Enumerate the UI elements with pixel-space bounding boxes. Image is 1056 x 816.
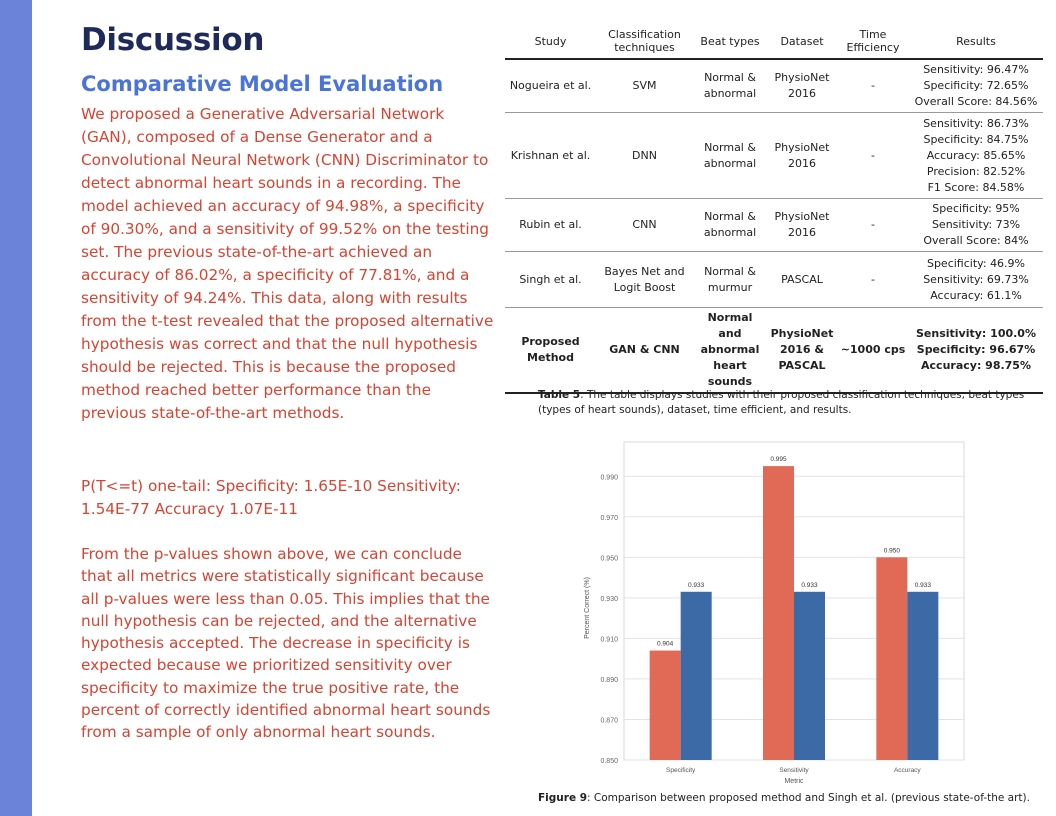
- table-row-proposed: Proposed Method GAN & CNN Normal and abn…: [505, 307, 1043, 394]
- cell-study: Krishnan et al.: [505, 112, 596, 199]
- chart-bar: [907, 591, 939, 760]
- header-results: Results: [909, 24, 1043, 60]
- bar-data-label: 0.950: [884, 547, 901, 554]
- header-technique: Classification techniques: [596, 24, 693, 60]
- cell-results: Specificity: 95% Sensitivity: 73% Overal…: [909, 198, 1043, 252]
- figure-caption-text: : Comparison between proposed method and…: [587, 792, 1030, 804]
- cell-dataset: PhysioNet 2016: [767, 59, 837, 113]
- result-line: Sensitivity: 96.47%: [923, 63, 1029, 76]
- bar-data-label: 0.904: [657, 641, 674, 648]
- bar-data-label: 0.933: [801, 582, 818, 589]
- cell-results: Sensitivity: 86.73% Specificity: 84.75% …: [909, 112, 1043, 199]
- result-line: Sensitivity: 100.0%: [916, 327, 1036, 340]
- result-line: Overall Score: 84%: [923, 234, 1029, 247]
- cell-technique: CNN: [596, 198, 693, 252]
- result-line: Specificity: 95%: [932, 202, 1020, 215]
- cell-technique: SVM: [596, 59, 693, 113]
- cell-time: -: [837, 59, 909, 113]
- result-line: Accuracy: 61.1%: [930, 288, 1022, 302]
- cell-technique: GAN & CNN: [596, 307, 693, 394]
- table-row: Krishnan et al. DNN Normal & abnormal Ph…: [505, 112, 1043, 199]
- y-tick-label: 0.930: [600, 596, 618, 603]
- result-line: Specificity: 84.75%: [923, 132, 1029, 146]
- chart-bar: [876, 557, 908, 760]
- cell-results: Sensitivity: 96.47% Specificity: 72.65% …: [909, 59, 1043, 113]
- chart-bar: [649, 650, 681, 760]
- cell-dataset: PhysioNet 2016 & PASCAL: [767, 307, 837, 394]
- chart-bar: [680, 591, 712, 760]
- result-line: Sensitivity: 86.73%: [923, 116, 1029, 130]
- cell-dataset: PASCAL: [767, 251, 837, 308]
- result-line: Sensitivity: 73%: [931, 218, 1021, 231]
- table-caption-label: Table 5: [538, 389, 581, 401]
- cell-beats: Normal & abnormal: [693, 59, 767, 113]
- x-axis-label: Metric: [784, 778, 804, 785]
- cell-beats: Normal and abnormal heart sounds: [693, 307, 767, 394]
- cell-results: Specificity: 46.9% Sensitivity: 69.73% A…: [909, 251, 1043, 308]
- bar-data-label: 0.995: [770, 456, 787, 463]
- header-time-efficiency: Time Efficiency: [837, 24, 909, 60]
- result-line: Specificity: 72.65%: [923, 79, 1029, 92]
- cell-study: Nogueira et al.: [505, 59, 596, 113]
- cell-time: -: [837, 251, 909, 308]
- cell-results: Sensitivity: 100.0% Specificity: 96.67% …: [909, 307, 1043, 394]
- chart-bar: [794, 591, 825, 760]
- x-tick-label: Specificity: [666, 767, 696, 774]
- table-row: Singh et al. Bayes Net and Logit Boost N…: [505, 251, 1043, 308]
- y-tick-label: 0.910: [600, 636, 618, 643]
- cell-study: Rubin et al.: [505, 198, 596, 252]
- result-line: Precision: 82.52%: [926, 164, 1026, 178]
- cell-beats: Normal & abnormal: [693, 198, 767, 252]
- cell-beats: Normal & abnormal: [693, 112, 767, 199]
- pvalue-paragraph: P(T<=t) one-tail: Specificity: 1.65E-10 …: [81, 477, 461, 518]
- header-beat-types: Beat types: [693, 24, 767, 60]
- cell-time: -: [837, 112, 909, 199]
- comparison-bar-chart: 0.850 0.870 0.890 0.910 0.930 0.950 0.970 0.990…: [584, 441, 965, 785]
- cell-dataset: PhysioNet 2016: [767, 198, 837, 252]
- cell-time: ~1000 cps: [837, 307, 909, 394]
- x-tick-label: Accuracy: [894, 767, 921, 774]
- bar-data-label: 0.933: [688, 582, 705, 589]
- y-tick-label: 0.850: [600, 758, 618, 765]
- discussion-paragraph-1: We proposed a Generative Adversarial Net…: [81, 105, 494, 422]
- table-caption: Table 5: The table displays studies with…: [538, 388, 1038, 418]
- y-tick-label: 0.990: [600, 474, 618, 481]
- figure-caption: Figure 9: Comparison between proposed me…: [538, 791, 1048, 806]
- y-tick-label: 0.870: [600, 717, 618, 724]
- page-title: Discussion: [81, 22, 265, 58]
- table-row: Nogueira et al. SVM Normal & abnormal Ph…: [505, 59, 1043, 113]
- figure-caption-label: Figure 9: [538, 792, 588, 804]
- result-line: Accuracy: 85.65%: [926, 148, 1026, 162]
- bar-data-label: 0.933: [915, 582, 932, 589]
- chart-bar: [763, 466, 794, 760]
- table-row: Rubin et al. CNN Normal & abnormal Physi…: [505, 198, 1043, 252]
- header-study: Study: [505, 24, 596, 60]
- table-caption-text: : The table displays studies with their …: [538, 389, 1025, 416]
- cell-beats: Normal & murmur: [693, 251, 767, 308]
- section-subtitle: Comparative Model Evaluation: [81, 72, 444, 96]
- x-tick-label: Sensitivity: [779, 767, 809, 774]
- y-tick-label: 0.890: [600, 677, 618, 684]
- cell-study: Singh et al.: [505, 251, 596, 308]
- cell-time: -: [837, 198, 909, 252]
- result-line: Sensitivity: 69.73%: [923, 272, 1029, 286]
- result-line: Overall Score: 84.56%: [914, 95, 1038, 108]
- cell-study: Proposed Method: [505, 307, 596, 394]
- y-tick-label: 0.950: [600, 555, 618, 562]
- result-line: F1 Score: 84.58%: [927, 180, 1025, 194]
- cell-dataset: PhysioNet 2016: [767, 112, 837, 199]
- header-dataset: Dataset: [767, 24, 837, 60]
- y-axis-label: Percent Correct (%): [584, 577, 591, 639]
- result-line: Accuracy: 98.75%: [921, 359, 1031, 372]
- result-line: Specificity: 96.67%: [916, 343, 1036, 356]
- table-header-row: Study Classification techniques Beat typ…: [505, 24, 1043, 60]
- y-tick-label: 0.970: [600, 515, 618, 522]
- cell-technique: Bayes Net and Logit Boost: [596, 251, 693, 308]
- result-line: Specificity: 46.9%: [926, 256, 1026, 270]
- comparison-table: Study Classification techniques Beat typ…: [505, 24, 1043, 394]
- sidebar-accent-bar: [0, 0, 32, 816]
- cell-technique: DNN: [596, 112, 693, 199]
- conclusion-paragraph: From the p-values shown above, we can co…: [81, 545, 491, 742]
